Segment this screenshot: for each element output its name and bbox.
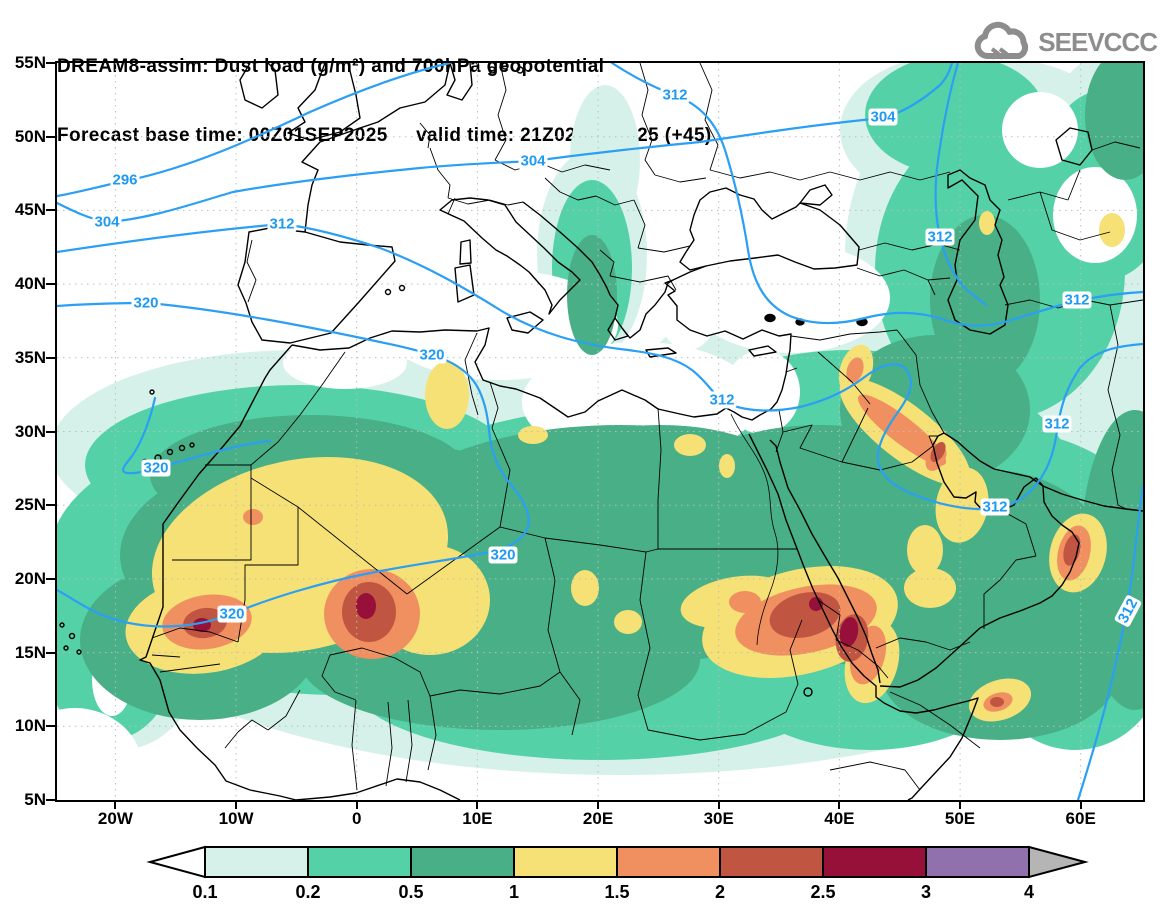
lon-tick	[597, 800, 600, 809]
colorbar-tick-label: 0.5	[398, 882, 424, 902]
logo-text: SEEVCCC	[1038, 26, 1158, 57]
contour-label: 312	[1062, 291, 1092, 309]
lat-tick	[46, 799, 55, 801]
lat-tick-label: 45N	[14, 200, 46, 220]
colorbar-tick-label: 3	[920, 882, 932, 902]
lon-tick	[959, 800, 962, 809]
lon-tick-label: 10E	[462, 809, 493, 828]
dust-level-2p5	[193, 593, 859, 647]
colorbar	[146, 845, 1089, 879]
contour-label: 320	[417, 346, 447, 364]
seevccc-logo: SEEVCCC	[972, 20, 1158, 64]
colorbar-tick-label: 0.2	[295, 882, 321, 902]
colorbar-segment	[719, 846, 824, 878]
contour-label: 312	[267, 215, 297, 233]
contour-label: 312	[1042, 415, 1072, 433]
contour-312-north	[610, 63, 1143, 327]
lon-tick	[838, 800, 841, 809]
lon-tick	[114, 800, 117, 809]
lat-tick	[46, 577, 55, 580]
lat-tick-label: 40N	[14, 274, 46, 294]
contour-label: 304	[92, 213, 122, 231]
lon-tick-label: 30E	[703, 809, 734, 828]
colorbar-segment	[307, 846, 412, 878]
colorbar-segment	[822, 846, 927, 878]
lat-tick-label: 50N	[14, 126, 46, 146]
cloud-icon	[975, 21, 1029, 60]
lat-tick	[46, 725, 55, 728]
contour-label: 312	[980, 498, 1010, 516]
lat-tick	[46, 504, 55, 507]
colorbar-segment	[410, 846, 515, 878]
lon-tick-label: 10W	[218, 809, 254, 828]
lat-tick	[46, 356, 55, 359]
lat-tick	[46, 209, 55, 212]
colorbar-segment	[513, 846, 618, 878]
colorbar-segment	[616, 846, 721, 878]
lat-tick	[46, 135, 55, 138]
contour-label: 320	[217, 605, 247, 623]
lon-tick-label: 20E	[582, 809, 614, 828]
lon-tick	[717, 800, 720, 809]
contour-296	[57, 63, 452, 198]
contour-320-canary	[122, 396, 272, 475]
lon-tick-label: 0	[351, 809, 362, 828]
colorbar-tick-label: 2	[714, 882, 726, 902]
contour-label: 320	[141, 459, 171, 477]
lon-tick	[476, 800, 479, 809]
lon-tick-label: 50E	[944, 809, 976, 828]
map-frame	[55, 61, 1145, 802]
contour-label: 304	[868, 108, 898, 126]
lat-tick	[46, 651, 55, 654]
country-borders	[151, 63, 1143, 791]
lat-tick-label: 10N	[14, 716, 46, 736]
colorbar-segment	[146, 845, 206, 879]
lon-tick-label: 20W	[97, 809, 133, 828]
lat-tick	[46, 430, 55, 433]
lon-tick-label: 40E	[824, 809, 855, 828]
lat-tick-label: 5N	[24, 790, 46, 809]
contour-label: 320	[488, 546, 518, 564]
contour-label: 312	[707, 391, 737, 409]
contour-312-subtropical	[57, 222, 1143, 511]
lon-tick	[1079, 800, 1082, 809]
lat-tick-label: 30N	[14, 421, 46, 441]
contour-label: 304	[518, 152, 548, 170]
contour-label: 312	[925, 228, 955, 246]
lat-tick-label: 15N	[14, 642, 46, 662]
lon-tick	[235, 800, 238, 809]
lat-tick-label: 35N	[14, 347, 46, 367]
lon-tick	[355, 800, 358, 809]
colorbar-tick-label: 1.5	[604, 882, 630, 902]
map-canvas	[57, 63, 1143, 800]
colorbar-tick-label: 2.5	[810, 882, 836, 902]
lat-tick-label: 55N	[14, 53, 46, 72]
lat-tick-label: 25N	[14, 495, 46, 515]
colorbar-segment	[1028, 845, 1089, 879]
contour-label: 320	[131, 294, 161, 312]
colorbar-segment	[925, 846, 1030, 878]
contour-label: 312	[660, 86, 690, 104]
lat-tick	[46, 62, 55, 64]
colorbar-tick-label: 1	[508, 882, 520, 902]
colorbar-tick-label: 4	[1023, 882, 1035, 902]
lat-tick-label: 20N	[14, 568, 46, 588]
colorbar-segment	[204, 846, 309, 878]
contour-label: 296	[110, 171, 140, 189]
lon-tick-label: 60E	[1065, 809, 1096, 828]
contour-312-southeast	[1076, 483, 1143, 800]
coastlines	[59, 63, 1143, 800]
rivers	[730, 413, 779, 646]
colorbar-tick-label: 0.1	[192, 882, 218, 902]
lat-tick	[46, 283, 55, 286]
